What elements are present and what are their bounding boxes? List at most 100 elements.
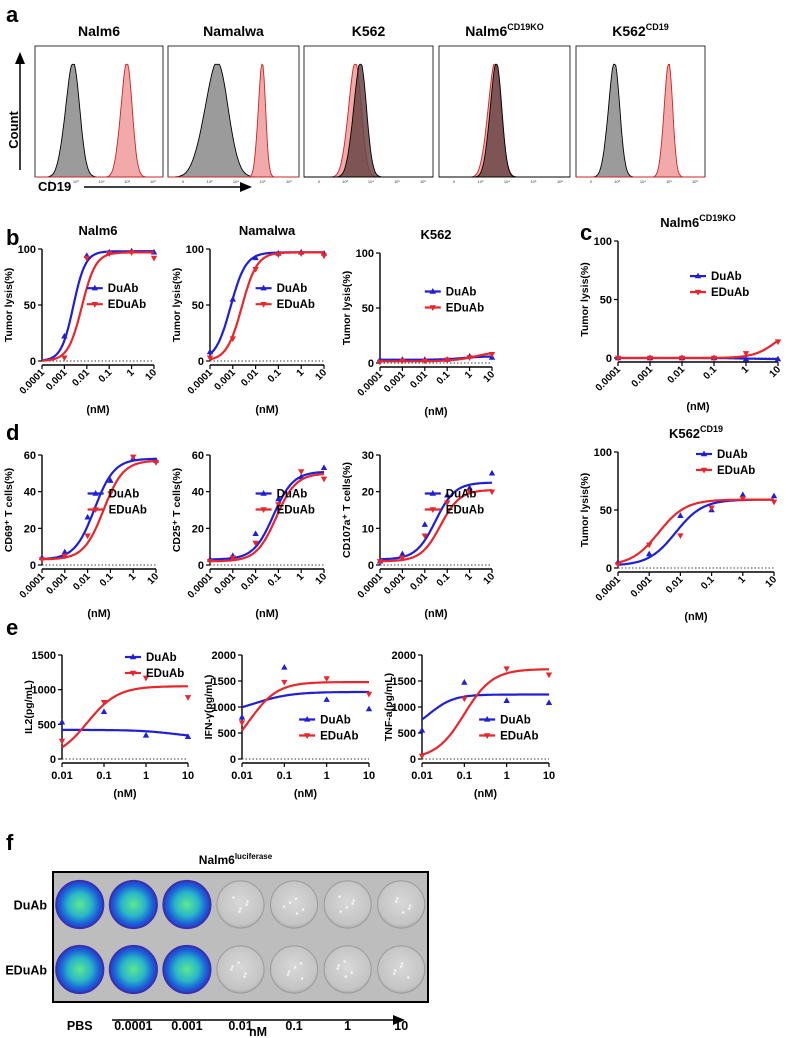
data-point-b1-eduab-2 [106, 251, 113, 257]
data-point-b2-eduab-5 [320, 253, 328, 260]
y-tick-label-e3-2: 1000 [392, 702, 416, 714]
data-point-c1-duab-4 [742, 355, 750, 362]
data-point-c2-duab-5 [770, 492, 778, 499]
chart-e1: 0 500 1000 1500 0.01 0.1 1 10 (nM) IL2(pg/mL) DuAb… [23, 650, 194, 800]
well-0-6 [377, 880, 426, 929]
x-tick-label-b1-3: 0.1 [97, 367, 115, 385]
fit-curve-d1-eduab [42, 459, 156, 561]
chart-title-main-b3: K562 [420, 227, 451, 242]
data-point-b1-eduab-0 [61, 355, 68, 362]
data-point-c1-eduab-4 [742, 351, 750, 357]
legend-marker-b3-eduab [429, 305, 436, 311]
data-point-b2-duab-1 [229, 295, 236, 302]
y-tick-label-e1-2: 1000 [32, 685, 56, 697]
histogram-tick-0-4: 10⁶ [150, 179, 156, 184]
data-point-d3-duab-1 [399, 550, 406, 557]
y-tick-label-d2-0: 0 [198, 560, 204, 572]
x-label-b3: (nM) [424, 406, 448, 418]
well-speck-1-4-4 [287, 970, 291, 973]
y-axis-arrowhead [15, 52, 25, 64]
data-point-b1-eduab-1 [83, 255, 90, 262]
well-speck-0-3-1 [245, 903, 248, 906]
y-tick-label-e2-0: 0 [230, 754, 236, 766]
x-label-b1: (nM) [86, 404, 110, 416]
legend-marker-e1-eduab [129, 670, 137, 677]
y-tick-label-d3-0: 0 [368, 560, 374, 572]
y-tick-label-e1-0: 0 [50, 754, 56, 766]
y-tick-label-d1-0: 0 [30, 560, 36, 572]
x-tick-label-d1-0: 0.0001 [18, 571, 48, 601]
y-tick-label-e3-3: 1500 [392, 676, 416, 688]
y-label-d1: CD69⁺ T cells(%) [3, 468, 15, 552]
x-tick-label-c2-0: 0.0001 [594, 574, 624, 604]
y-tick-label-c1-1: 50 [600, 295, 612, 307]
legend-label-c2-duab: DuAb [717, 449, 748, 461]
y-label-c2: Tumor lysis(%) [579, 473, 591, 547]
y-tick-label-d1-1: 20 [24, 523, 36, 535]
x-tick-label-d3-0: 0.0001 [356, 571, 386, 601]
data-point-d2-duab-2 [252, 530, 259, 537]
histogram-tick-4-2: 10⁴ [640, 179, 646, 184]
legend-marker-d2-eduab [260, 507, 267, 513]
x-tick-label-d2-0: 0.0001 [186, 571, 216, 601]
data-point-d2-eduab-5 [320, 476, 328, 483]
data-point-c1-eduab-1 [646, 355, 654, 362]
x-axis-arrowhead [240, 182, 252, 192]
x-label-d3: (nM) [424, 608, 448, 620]
well-speck-1-4-1 [286, 973, 290, 976]
plate-conc-label-5: 1 [344, 1019, 351, 1033]
legend-marker-e3-duab [483, 715, 491, 722]
red-histogram-0 [35, 63, 163, 178]
y-label-b3: Tumor lysis(%) [341, 271, 353, 345]
panel-letter-c: c [580, 220, 592, 245]
x-tick-label-d3-3: 0.1 [435, 571, 453, 589]
fit-curve-b3-eduab [380, 352, 493, 363]
well-speck-1-3-0 [243, 975, 246, 978]
well-1-3 [216, 945, 265, 994]
fit-curve-e3-eduab [421, 668, 549, 756]
data-point-e3-eduab-3 [545, 672, 553, 679]
histogram-tick-0-3: 10⁵ [124, 179, 130, 184]
panel-letter-a: a [6, 2, 19, 27]
histogram-frame-0 [34, 45, 164, 178]
x-tick-label-b1-2: 0.01 [70, 367, 92, 389]
x-tick-label-c2-3: 0.1 [699, 574, 717, 592]
x-tick-label-b3-0: 0.0001 [356, 369, 386, 399]
y-tick-label-e1-1: 500 [38, 719, 56, 731]
plate-title-main: Nalm6 [199, 853, 235, 867]
data-point-d2-eduab-4 [298, 469, 305, 475]
plate-title: Nalm6luciferase [199, 852, 273, 867]
data-point-e2-duab-0 [238, 713, 246, 720]
data-point-e1-eduab-0 [58, 738, 66, 745]
data-point-c2-eduab-0 [614, 562, 622, 569]
red-histogram-4 [576, 63, 705, 178]
y-label-b1: Tumor lysis(%) [3, 268, 15, 342]
data-point-d3-eduab-3 [444, 500, 451, 507]
fit-curve-e2-duab [241, 690, 369, 709]
data-point-c2-eduab-3 [708, 505, 715, 512]
data-point-d1-eduab-5 [152, 460, 160, 466]
histogram-tick-1-2: 10⁴ [233, 179, 239, 184]
x-tick-label-b3-2: 0.01 [408, 369, 430, 391]
y-tick-label-c2-2: 100 [594, 447, 612, 459]
legend-label-c1-eduab: EDuAb [711, 287, 749, 299]
data-point-b3-eduab-5 [488, 352, 496, 358]
data-point-e2-eduab-2 [323, 676, 330, 682]
well-speck-0-5-2 [345, 906, 348, 909]
panel-f-luciferase-plate: Nalm6luciferase DuAb EDuAb PBS 0.0001 0.001 0.… [5, 852, 429, 1038]
x-tick-label-b2-0: 0.0001 [186, 367, 216, 397]
data-point-c1-duab-5 [774, 355, 782, 362]
x-tick-label-c2-2: 0.01 [664, 574, 686, 596]
histogram-title-main-0: Nalm6 [78, 23, 120, 39]
histogram-tick-2-2: 10⁴ [368, 179, 374, 184]
x-tick-label-b3-1: 0.001 [382, 369, 408, 395]
histogram-frame-4 [575, 45, 706, 178]
data-point-d3-duab-5 [488, 469, 496, 476]
legend-label-d3-duab: DuAb [446, 489, 477, 501]
histogram-tick-1-1: 10³ [207, 179, 213, 184]
data-point-d2-duab-3 [275, 495, 282, 502]
x-tick-label-b3-5: 10 [481, 369, 497, 385]
